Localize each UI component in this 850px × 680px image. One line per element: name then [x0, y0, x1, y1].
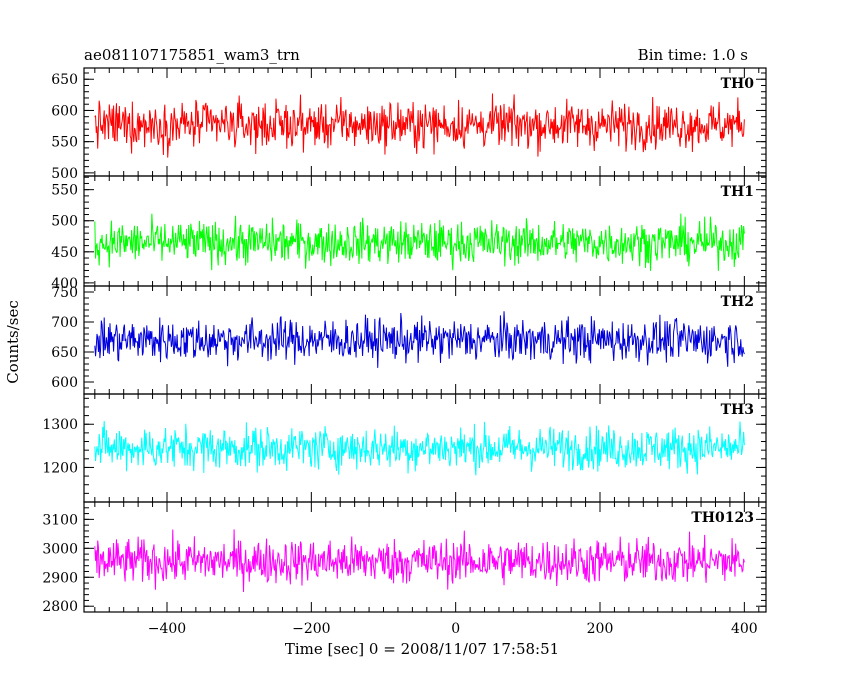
panel-th1: 400450500550TH1	[51, 176, 766, 292]
y-tick-label: 650	[51, 72, 78, 88]
x-tick-label: −400	[148, 621, 186, 637]
panels-group: 500550600650TH0400450500550TH16006507007…	[42, 68, 766, 615]
y-tick-label: 2900	[42, 570, 78, 586]
x-tick-label: 200	[587, 621, 614, 637]
y-tick-label: 450	[51, 245, 78, 261]
series-line-th3	[95, 421, 745, 475]
x-tick-label: −200	[292, 621, 330, 637]
y-tick-label: 500	[51, 214, 78, 230]
series-line-th0	[95, 93, 745, 157]
panel-th0: 500 550 600 650 TH0	[51, 68, 766, 182]
panel-label-th3: TH3	[721, 402, 754, 418]
y-tick-label: 600	[51, 103, 78, 119]
y-tick-label: 700	[51, 315, 78, 331]
y-tick-label: 650	[51, 345, 78, 361]
y-tick-label: 550	[51, 183, 78, 199]
chart-title: ae081107175851_wam3_trn	[84, 46, 300, 64]
y-tick-label: 750	[51, 285, 78, 301]
y-tick-label: 500	[51, 166, 78, 182]
y-tick-label: 1200	[42, 460, 78, 476]
panel-label-th0: TH0	[721, 76, 755, 92]
x-tick-label: 0	[451, 621, 460, 637]
panel-th3: 1200 1300 TH3	[42, 394, 766, 502]
x-axis-label: Time [sec] 0 = 2008/11/07 17:58:51	[285, 640, 559, 658]
panel-th2: 600 650 700 750 TH2	[51, 285, 766, 394]
y-tick-label: 1300	[42, 417, 78, 433]
y-tick-label: 3100	[42, 512, 78, 528]
bin-time-label: Bin time: 1.0 s	[638, 46, 748, 64]
panel-label-th1: TH1	[721, 184, 754, 200]
x-tick-label: 400	[731, 621, 758, 637]
series-line-th2	[95, 311, 745, 368]
series-line-th1	[95, 214, 745, 271]
y-tick-label: 2800	[42, 599, 78, 615]
y-tick-label: 600	[51, 375, 78, 391]
panel-label-th2: TH2	[721, 294, 754, 310]
panel-label-th0123: TH0123	[691, 510, 754, 526]
y-tick-label: 3000	[42, 541, 78, 557]
y-axis-label: Counts/sec	[4, 300, 22, 384]
panel-th0123: 2800 2900 3000 3100 TH0123	[42, 502, 766, 615]
series-line-th0123	[95, 529, 745, 592]
x-axis: −400 −200 0 200 400	[148, 621, 758, 637]
lightcurve-chart: ae081107175851_wam3_trn Bin time: 1.0 s …	[0, 0, 850, 680]
y-tick-label: 550	[51, 135, 78, 151]
